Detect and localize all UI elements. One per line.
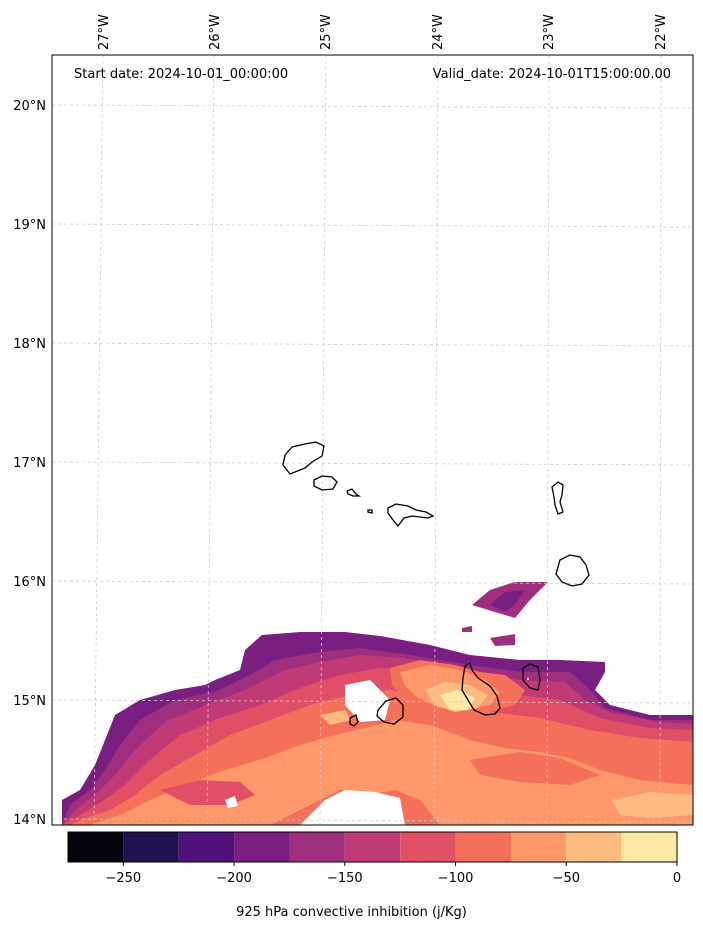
cin-gap-west [225, 796, 238, 808]
colorbar-swatch [344, 832, 401, 862]
cin-patch-small2 [490, 634, 515, 646]
island-sao-vicente [313, 475, 338, 491]
colorbar-tick-label: −150 [327, 871, 363, 886]
colorbar-swatch [566, 832, 622, 862]
cin-patch-minus75-b [470, 752, 600, 785]
coastlines [282, 441, 590, 727]
cin-patch-small [462, 626, 472, 632]
island-branco [367, 509, 373, 514]
colorbar-tick-label: −200 [216, 871, 252, 886]
colorbar-frame [67, 831, 678, 863]
colorbar-swatch [289, 832, 345, 862]
island-santa-luzia [346, 488, 362, 497]
lat-tick-label: 17°N [13, 456, 46, 471]
lat-tick-label: 15°N [13, 694, 46, 709]
gridlines [52, 55, 693, 825]
cin-gap-fogo [345, 680, 390, 722]
colorbar-swatch [455, 832, 511, 862]
valid-date-label: Valid_date: 2024-10-01T15:00:00.00 [433, 67, 671, 82]
cin-core-0 [440, 690, 475, 710]
colorbar-tick-label: 0 [673, 871, 681, 886]
colorbar-tick-label: −100 [438, 871, 474, 886]
colorbar-swatch [400, 832, 456, 862]
colorbar-tick-label: −50 [553, 871, 580, 886]
colorbar-swatch [178, 832, 235, 862]
colorbar-swatch [123, 832, 179, 862]
island-fogo [376, 697, 404, 725]
cin-patch-minus25-c [612, 792, 693, 818]
islet-maio-dot [527, 678, 529, 680]
island-boa-vista [555, 554, 590, 587]
island-sao-nicolau [387, 503, 435, 528]
map-frame [51, 54, 694, 826]
cin-gap-south [300, 790, 405, 825]
colorbar-swatch [234, 832, 290, 862]
colorbar-swatch [68, 832, 124, 862]
lat-tick-labels: 20°N 19°N 18°N 17°N 16°N 15°N 14°N [13, 99, 46, 828]
lon-tick-label: 23°W [542, 14, 557, 50]
lon-tick-label: 24°W [431, 14, 446, 50]
colorbar-tick-label: −250 [106, 871, 142, 886]
lat-tick-label: 14°N [13, 813, 46, 828]
lon-tick-label: 26°W [208, 14, 223, 50]
lat-tick-label: 20°N [13, 99, 46, 114]
colorbar-swatch [621, 832, 677, 862]
colorbar: −250 −200 −150 −100 −50 0 [67, 831, 681, 886]
lon-tick-labels: 27°W 26°W 25°W 24°W 23°W 22°W [97, 14, 669, 50]
cin-field [62, 582, 693, 825]
lat-tick-label: 19°N [13, 218, 46, 233]
island-santiago [461, 662, 501, 716]
lon-tick-label: 27°W [97, 14, 112, 50]
island-brava [349, 714, 359, 727]
lon-tick-label: 25°W [319, 14, 334, 50]
start-date-label: Start date: 2024-10-01_00:00:00 [74, 67, 288, 82]
lat-tick-label: 16°N [13, 575, 46, 590]
cin-patch-minus25-d [320, 710, 352, 725]
island-maio [522, 663, 541, 691]
colorbar-swatch [510, 832, 567, 862]
lat-tick-label: 18°N [13, 337, 46, 352]
lon-tick-label: 22°W [654, 14, 669, 50]
island-sal [551, 481, 564, 515]
colorbar-label: 925 hPa convective inhibition (j/Kg) [236, 905, 467, 920]
island-santo-antao [282, 441, 325, 475]
cin-patch-boavista-inner [490, 590, 525, 612]
